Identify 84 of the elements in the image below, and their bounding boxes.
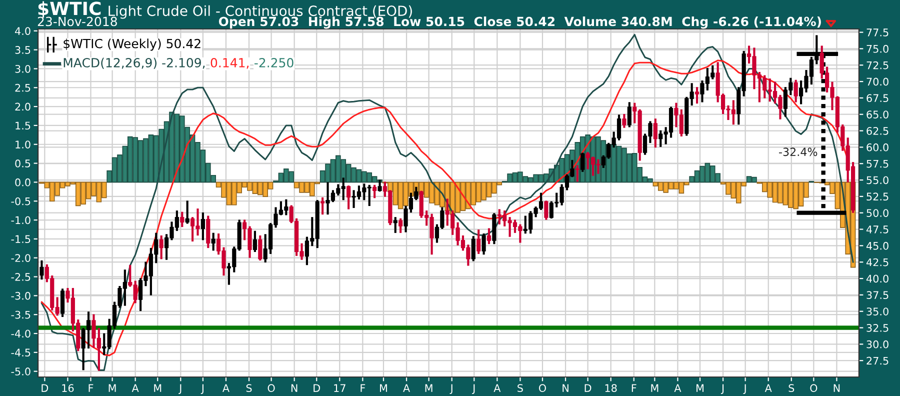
- y2-tick-label: 1.5: [16, 122, 30, 130]
- x-tick-label: J: [200, 384, 204, 394]
- y-tick-label: 70.0: [866, 78, 888, 86]
- y-tick-label: 62.5: [866, 127, 888, 135]
- legend-label: $WTIC (Weekly) 50.42: [64, 38, 200, 51]
- x-tick-label: O: [810, 384, 818, 392]
- x-tick-label: D: [314, 384, 320, 392]
- y2-tick-label: 3.5: [15, 46, 30, 54]
- y-tick-label: 40.0: [866, 274, 888, 283]
- x-tick-label: S: [518, 384, 523, 392]
- x-tick-label: O: [268, 384, 275, 392]
- y2-tick-label: -0.5: [11, 197, 30, 206]
- text: 23-Nov-2018: [38, 16, 117, 26]
- y2-tick-label: -3.5: [11, 310, 30, 319]
- x-tick-label: S: [246, 384, 252, 392]
- y-tick-label: 47.5: [866, 226, 888, 234]
- y2-tick-label: 2.5: [15, 84, 30, 92]
- y-tick-label: 30.0: [866, 340, 888, 348]
- x-tick-label: 18: [605, 384, 617, 392]
- y2-tick-label: -4.5: [11, 348, 30, 357]
- y2-tick-label: -2.5: [11, 272, 30, 281]
- x-tick-label: J: [472, 384, 475, 394]
- x-tick-label: F: [360, 384, 366, 392]
- x-tick-label: J: [178, 384, 182, 394]
- y2-tick-label: -1.5: [11, 235, 30, 244]
- y2-tick-label: 2.0: [15, 102, 30, 111]
- x-tick-label: M: [696, 384, 704, 392]
- x-tick-label: F: [632, 384, 636, 392]
- x-tick-label: F: [88, 384, 94, 392]
- x-tick-label: A: [674, 384, 682, 392]
- x-tick-label: M: [425, 384, 432, 392]
- y2-tick-label: -2.0: [11, 254, 30, 262]
- x-tick-label: 16: [62, 384, 74, 392]
- x-tick-label: 17: [334, 384, 346, 392]
- y-tick-label: 67.5: [866, 94, 888, 102]
- y-tick-label: 32.5: [866, 324, 888, 332]
- x-tick-label: D: [584, 384, 592, 392]
- x-tick-label: A: [403, 384, 410, 392]
- x-tick-label: J: [450, 384, 452, 394]
- y-tick-label: 75.0: [866, 44, 888, 53]
- y-tick-label: 27.5: [866, 356, 888, 365]
- y-tick-label: 55.0: [866, 176, 888, 184]
- chart-title: $WTIC: [38, 1, 101, 18]
- y-tick-label: 72.5: [866, 61, 888, 70]
- y-tick-label: 65.0: [866, 110, 888, 118]
- text: Open 57.03 High 57.58 Low 50.15 Close 50.42 Volume 340.8M Chg -6.26 (-11.04%): [218, 16, 821, 29]
- x-tick-label: M: [651, 384, 658, 392]
- y-tick-label: 77.5: [866, 28, 888, 36]
- y2-tick-label: 1.0: [16, 140, 30, 148]
- x-tick-label: N: [562, 384, 568, 392]
- y2-tick-label: -1.0: [11, 216, 30, 224]
- y2-tick-label: 4.0: [15, 27, 30, 35]
- y-tick-label: 57.5: [866, 160, 888, 168]
- x-tick-label: S: [788, 384, 794, 392]
- x-tick-label: A: [764, 384, 772, 392]
- x-tick-label: N: [291, 384, 298, 392]
- x-tick-label: J: [743, 384, 746, 394]
- x-tick-label: A: [222, 384, 230, 392]
- x-tick-label: O: [538, 384, 546, 392]
- x-tick-label: M: [154, 384, 162, 392]
- y2-tick-label: -3.0: [11, 292, 30, 300]
- annotation: -32.4%: [779, 148, 818, 156]
- x-tick-label: J: [720, 384, 724, 394]
- y-tick-label: 42.5: [866, 258, 888, 266]
- y-tick-label: 45.0: [866, 242, 888, 250]
- y2-tick-label: 0.5: [15, 160, 30, 168]
- x-tick-label: M: [108, 384, 116, 392]
- legend-label: MACD(12,26,9) -2.109,: [64, 58, 205, 69]
- y2-tick-label: 3.0: [15, 64, 30, 73]
- y-tick-label: 50.0: [866, 209, 888, 217]
- x-tick-label: A: [132, 384, 139, 392]
- text: 0.141,: [210, 58, 249, 69]
- y-tick-label: 60.0: [866, 143, 888, 152]
- x-tick-label: M: [380, 384, 387, 392]
- y-tick-label: 52.5: [866, 192, 888, 201]
- y2-tick-label: -5.0: [11, 368, 30, 376]
- x-tick-label: D: [42, 384, 48, 392]
- y-tick-label: 35.0: [866, 308, 888, 316]
- x-tick-label: A: [494, 384, 501, 392]
- x-tick-label: N: [834, 384, 840, 392]
- y2-tick-label: -4.0: [11, 330, 30, 338]
- y-tick-label: 37.5: [866, 291, 888, 300]
- y2-tick-label: 0.0: [15, 178, 30, 186]
- text: -2.250: [254, 58, 294, 68]
